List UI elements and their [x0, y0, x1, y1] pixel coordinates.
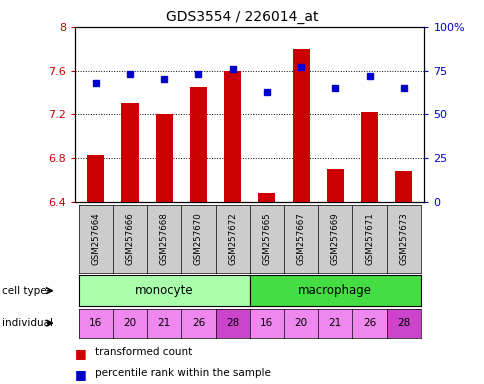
- Text: percentile rank within the sample: percentile rank within the sample: [94, 368, 270, 378]
- Text: 16: 16: [89, 318, 102, 328]
- Bar: [394, 171, 411, 202]
- Text: monocyte: monocyte: [135, 284, 193, 297]
- Text: macrophage: macrophage: [298, 284, 372, 297]
- Text: GSM257667: GSM257667: [296, 213, 305, 265]
- Text: GSM257664: GSM257664: [91, 213, 100, 265]
- Text: transformed count: transformed count: [94, 347, 192, 357]
- Text: 20: 20: [294, 318, 307, 328]
- Text: ■: ■: [75, 368, 87, 381]
- Bar: [155, 114, 172, 202]
- Text: 20: 20: [123, 318, 136, 328]
- Text: 28: 28: [396, 318, 409, 328]
- Bar: [326, 169, 343, 202]
- Text: GSM257669: GSM257669: [330, 213, 339, 265]
- Text: 16: 16: [260, 318, 273, 328]
- Text: GSM257665: GSM257665: [262, 213, 271, 265]
- Bar: [292, 49, 309, 202]
- Bar: [224, 71, 241, 202]
- Text: GSM257673: GSM257673: [398, 213, 408, 265]
- Text: cell type: cell type: [2, 286, 47, 296]
- Text: GDS3554 / 226014_at: GDS3554 / 226014_at: [166, 10, 318, 23]
- Text: 21: 21: [328, 318, 341, 328]
- Text: GSM257666: GSM257666: [125, 213, 134, 265]
- Bar: [189, 87, 207, 202]
- Bar: [87, 155, 104, 202]
- Text: 26: 26: [362, 318, 376, 328]
- Text: GSM257672: GSM257672: [227, 213, 237, 265]
- Bar: [258, 193, 275, 202]
- Text: 26: 26: [191, 318, 205, 328]
- Text: 28: 28: [226, 318, 239, 328]
- Text: GSM257671: GSM257671: [364, 213, 373, 265]
- Text: 21: 21: [157, 318, 170, 328]
- Bar: [360, 112, 378, 202]
- Text: ■: ■: [75, 347, 87, 360]
- Text: GSM257668: GSM257668: [159, 213, 168, 265]
- Bar: [121, 103, 138, 202]
- Text: individual: individual: [2, 318, 53, 328]
- Text: GSM257670: GSM257670: [194, 213, 202, 265]
